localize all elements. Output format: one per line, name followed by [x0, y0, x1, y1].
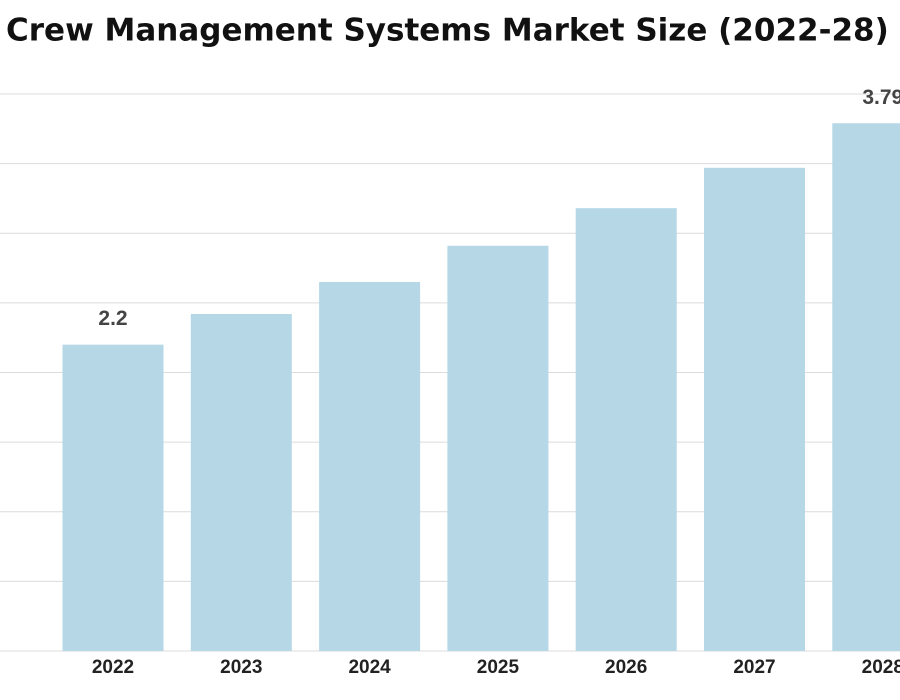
- x-tick-label: 2027: [733, 657, 775, 678]
- bar: [447, 245, 549, 651]
- bar: [704, 167, 805, 652]
- bar: [190, 314, 292, 651]
- x-tick-label: 2028: [862, 657, 900, 678]
- x-tick-label: 2025: [477, 657, 520, 678]
- x-tick-label: 2023: [220, 657, 262, 678]
- x-tick-label: 2022: [92, 657, 134, 678]
- x-tick-label: 2024: [348, 657, 391, 678]
- bar: [575, 208, 677, 651]
- bar: [832, 123, 900, 652]
- data-label: 2.2: [98, 307, 127, 330]
- x-tick-label: 2026: [605, 657, 647, 678]
- chart-title: Crew Management Systems Market Size (202…: [6, 13, 889, 49]
- bar: [62, 344, 164, 651]
- bar: [319, 281, 421, 651]
- data-label: 3.79: [862, 86, 900, 109]
